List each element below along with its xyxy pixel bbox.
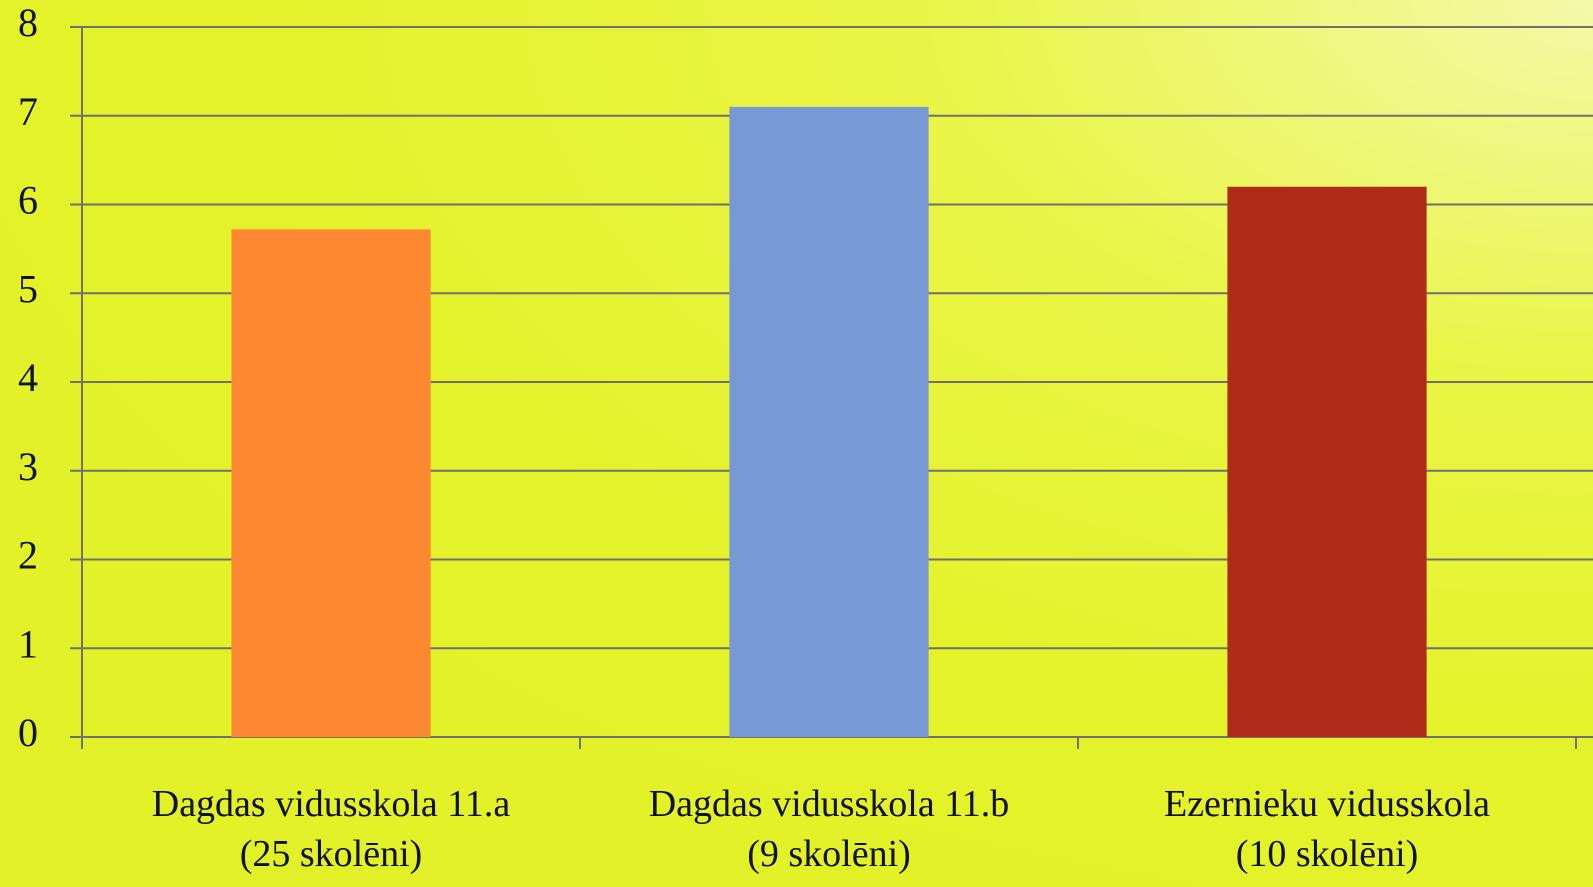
y-tick-label: 5 [18, 266, 38, 311]
y-tick-label: 2 [18, 533, 38, 578]
bar [1227, 186, 1427, 737]
y-tick-label: 0 [18, 710, 38, 755]
x-tick-label: Dagdas vidusskola 11.b (9 skolēni) [648, 783, 1010, 875]
y-tick-label: 8 [18, 0, 38, 45]
y-tick-label: 4 [18, 355, 38, 400]
x-tick-label: Dagdas vidusskola 11.a (25 skolēni) [151, 783, 511, 875]
bar [231, 229, 431, 737]
x-tick-label: Ezernieku vidusskola (10 skolēni) [1163, 783, 1491, 875]
bar [729, 106, 929, 737]
y-tick-label: 3 [18, 444, 38, 489]
y-tick-label: 6 [18, 178, 38, 223]
y-tick-label: 7 [18, 89, 38, 134]
y-tick-label: 1 [18, 621, 38, 666]
